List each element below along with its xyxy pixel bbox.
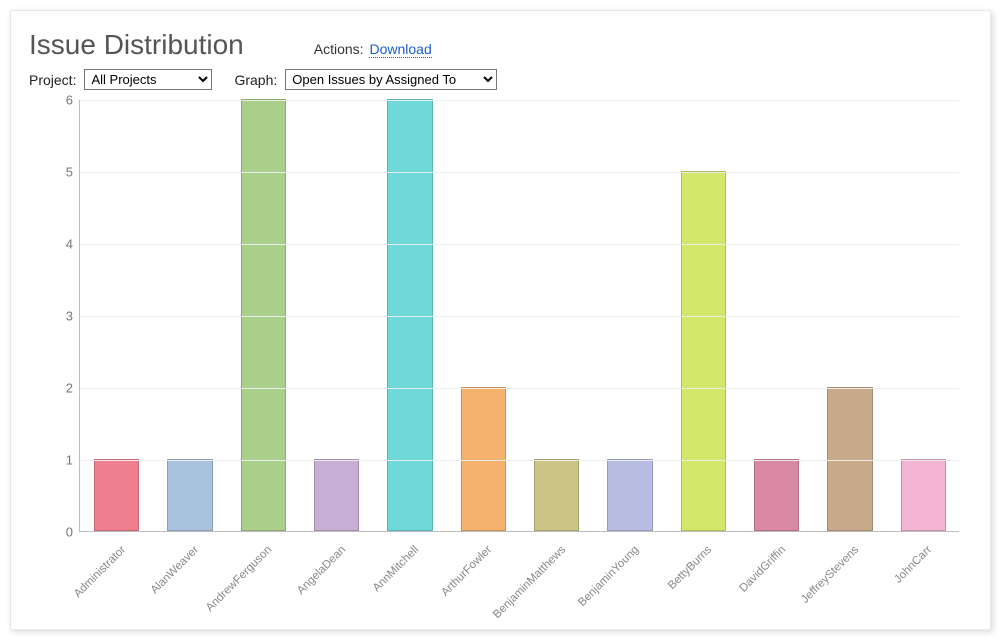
bar (607, 459, 652, 531)
x-tick-label: ArthurFowler (415, 544, 494, 623)
y-tick-label: 3 (29, 309, 73, 324)
issue-distribution-panel: Issue Distribution Actions: Download Pro… (10, 10, 991, 630)
x-labels: AdministratorAlanWeaverAndrewFergusonAng… (79, 536, 959, 616)
x-tick-label: BettyBurns (635, 544, 714, 623)
project-label: Project: (29, 72, 76, 88)
y-tick-label: 5 (29, 165, 73, 180)
gridline (80, 316, 959, 317)
x-tick-label: BenjaminMatthews (489, 544, 568, 623)
gridline (80, 460, 959, 461)
x-tick-label: AlanWeaver (122, 544, 201, 623)
x-tick-label: JohnCarr (855, 544, 934, 623)
controls-row: Project: All Projects Graph: Open Issues… (29, 69, 972, 90)
bar (461, 387, 506, 531)
bar (827, 387, 872, 531)
download-link[interactable]: Download (369, 41, 431, 58)
bar (901, 459, 946, 531)
header-row: Issue Distribution Actions: Download (29, 29, 972, 61)
y-tick-label: 0 (29, 525, 73, 540)
y-tick-label: 1 (29, 453, 73, 468)
bar (167, 459, 212, 531)
bar (754, 459, 799, 531)
x-tick-label: JeffreyStevens (782, 544, 861, 623)
bar (94, 459, 139, 531)
chart: 0 1 2 3 4 5 6 AdministratorAlanWeaverAndrewFer… (29, 96, 969, 616)
bar (681, 171, 726, 531)
x-tick-label: AngelaDean (269, 544, 348, 623)
gridline (80, 172, 959, 173)
y-tick-label: 2 (29, 381, 73, 396)
x-tick-label: BenjaminYoung (562, 544, 641, 623)
x-tick-label: DavidGriffin (709, 544, 788, 623)
gridline (80, 388, 959, 389)
page-title: Issue Distribution (29, 29, 244, 61)
graph-label: Graph: (234, 72, 277, 88)
x-tick-label: Administrator (49, 544, 128, 623)
bar (314, 459, 359, 531)
y-tick-label: 6 (29, 93, 73, 108)
bar (534, 459, 579, 531)
bar (387, 99, 432, 531)
project-select[interactable]: All Projects (84, 69, 212, 90)
x-tick-label: AnnMitchell (342, 544, 421, 623)
bar (241, 99, 286, 531)
actions-label: Actions: (314, 41, 364, 57)
actions-block: Actions: Download (314, 41, 432, 57)
gridline (80, 244, 959, 245)
plot-area (79, 100, 959, 532)
y-tick-label: 4 (29, 237, 73, 252)
gridline (80, 100, 959, 101)
x-tick-label: AndrewFerguson (195, 544, 274, 623)
graph-select[interactable]: Open Issues by Assigned To (285, 69, 497, 90)
